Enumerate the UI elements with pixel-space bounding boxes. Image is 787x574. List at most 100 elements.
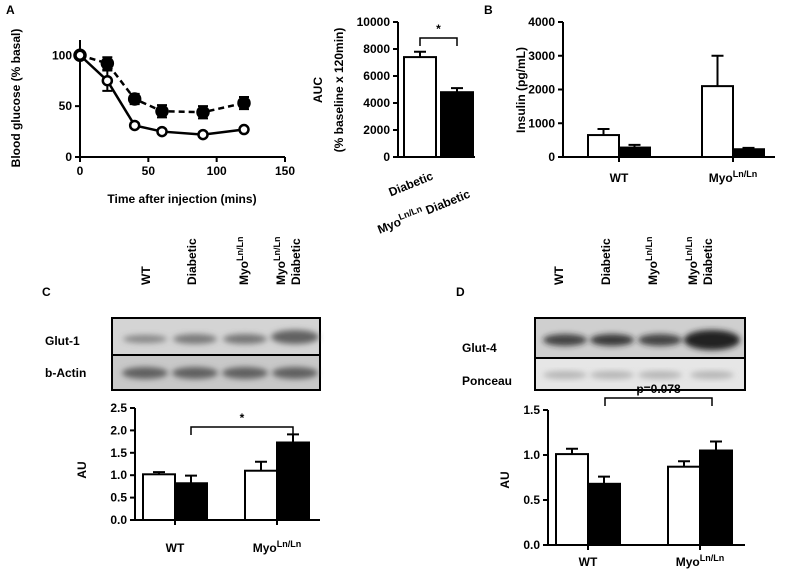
label-superscript: Ln/Ln xyxy=(700,553,725,563)
y-axis-title-group: AU xyxy=(498,471,512,488)
y-tick-label: 1.0 xyxy=(110,468,127,482)
x-tick-label-group: WT xyxy=(610,171,629,185)
blot-row-label: Glut-4 xyxy=(462,341,497,355)
bar xyxy=(440,91,474,158)
blot-column-label: Diabetic xyxy=(701,238,715,285)
data-point xyxy=(155,104,169,118)
data-point xyxy=(128,119,141,132)
y-tick-label: 10000 xyxy=(357,15,391,29)
label-text: Myo xyxy=(237,261,251,285)
blot-column-label-group: MyoLn/Ln Diabetic xyxy=(272,237,303,286)
y-tick-label: 0 xyxy=(383,150,390,164)
error-bar xyxy=(597,127,610,136)
bar xyxy=(618,146,651,159)
bar xyxy=(555,453,589,547)
blot-column-label: WT xyxy=(552,266,566,285)
x-tick-label: WT xyxy=(579,555,598,569)
blot-column-label-group: Diabetic xyxy=(599,238,613,285)
y-axis-title: (% baseline x 120min) xyxy=(332,28,346,153)
error-bar xyxy=(710,440,722,451)
blot-column-label: MyoLn/Ln xyxy=(235,237,251,286)
bar xyxy=(587,482,621,546)
x-tick-label-group: MyoLn/Ln xyxy=(676,553,725,569)
y-tick-label: 50 xyxy=(59,99,73,113)
x-tick-label: Diabetic xyxy=(387,169,436,200)
y-axis-title-group: (% baseline x 120min) xyxy=(332,28,346,153)
y-tick-label: 1000 xyxy=(528,116,555,130)
y-tick-label: 1.5 xyxy=(523,403,540,417)
x-tick-label-group: MyoLn/Ln xyxy=(709,169,758,185)
label-text: Myo xyxy=(686,261,700,285)
blot-column-label-group: MyoLn/Ln Diabetic xyxy=(684,237,715,286)
error-bar xyxy=(711,54,724,87)
x-tick-label-group: Diabetic xyxy=(387,169,436,200)
y-axis-title-group: Insulin (pg/mL) xyxy=(514,47,528,133)
data-point xyxy=(237,96,251,110)
data-point xyxy=(74,49,86,62)
blot-row-label: Ponceau xyxy=(462,374,512,388)
y-tick-label: 4000 xyxy=(363,96,390,110)
bar xyxy=(244,469,278,521)
bar xyxy=(403,56,437,158)
y-tick-label: 0.0 xyxy=(110,513,127,527)
significance-bracket xyxy=(190,426,294,435)
y-tick-label: 6000 xyxy=(363,69,390,83)
y-tick-label: 0 xyxy=(65,150,72,164)
blot-column-label-group: WT xyxy=(552,266,566,285)
y-tick-label: 3000 xyxy=(528,49,555,63)
x-tick-label: MyoLn/Ln xyxy=(709,169,758,185)
x-tick-label: 50 xyxy=(142,164,156,178)
x-tick-label: MyoLn/Ln xyxy=(253,539,302,555)
data-point xyxy=(101,74,114,87)
y-tick-label: 2000 xyxy=(363,123,390,137)
significance-bracket xyxy=(419,37,458,46)
bar xyxy=(174,482,208,522)
label-superscript: Ln/Ln xyxy=(733,169,758,179)
blot-column-label: Diabetic xyxy=(599,238,613,285)
x-tick-label-group: WT xyxy=(166,541,185,555)
data-point xyxy=(197,128,209,141)
y-tick-label: 0.5 xyxy=(110,491,127,505)
blot-column-label-group: MyoLn/Ln xyxy=(235,237,251,286)
blot-column-label-group: MyoLn/Ln xyxy=(644,237,660,286)
error-bar xyxy=(185,474,197,484)
x-axis-title: Time after injection (mins) xyxy=(107,192,256,206)
x-tick-label: WT xyxy=(166,541,185,555)
x-tick-label: WT xyxy=(610,171,629,185)
y-tick-label: 2000 xyxy=(528,83,555,97)
y-axis-title-group: Blood glucose (% basal) xyxy=(9,29,23,168)
y-tick-label: 1.5 xyxy=(110,446,127,460)
panel-label: C xyxy=(42,285,51,299)
x-tick-label: MyoLn/Ln xyxy=(676,553,725,569)
blot-column-label: WT xyxy=(139,266,153,285)
y-tick-label: 8000 xyxy=(363,42,390,56)
y-tick-label: 100 xyxy=(52,48,72,62)
x-tick-label-group: MyoLn/Ln xyxy=(253,539,302,555)
panel-label: B xyxy=(484,3,493,17)
label-superscript: Ln/Ln xyxy=(644,237,654,262)
label-superscript: Ln/Ln xyxy=(397,204,423,222)
bar xyxy=(732,148,765,159)
blot-row-label: b-Actin xyxy=(45,366,86,380)
y-tick-label: 0 xyxy=(548,150,555,164)
blot-column-label: MyoLn/Ln xyxy=(684,237,700,286)
data-point xyxy=(127,92,142,106)
y-axis-title: Blood glucose (% basal) xyxy=(9,29,23,168)
bar xyxy=(699,449,733,546)
y-axis-title-group: AU xyxy=(75,461,89,478)
x-tick-label: 100 xyxy=(207,164,227,178)
x-tick-label: 0 xyxy=(77,164,84,178)
error-bar xyxy=(598,475,610,484)
blot-d xyxy=(534,317,746,391)
annotation: * xyxy=(240,411,245,425)
y-tick-label: 4000 xyxy=(528,15,555,29)
y-tick-label: 2.5 xyxy=(110,401,127,415)
label-text: Myo xyxy=(676,555,700,569)
label-text: Myo xyxy=(709,171,733,185)
label-superscript: Ln/Ln xyxy=(235,237,245,262)
blot-column-label: MyoLn/Ln xyxy=(272,237,288,286)
bar xyxy=(142,473,176,521)
y-tick-label: 1.0 xyxy=(523,448,540,462)
bar xyxy=(701,85,734,158)
